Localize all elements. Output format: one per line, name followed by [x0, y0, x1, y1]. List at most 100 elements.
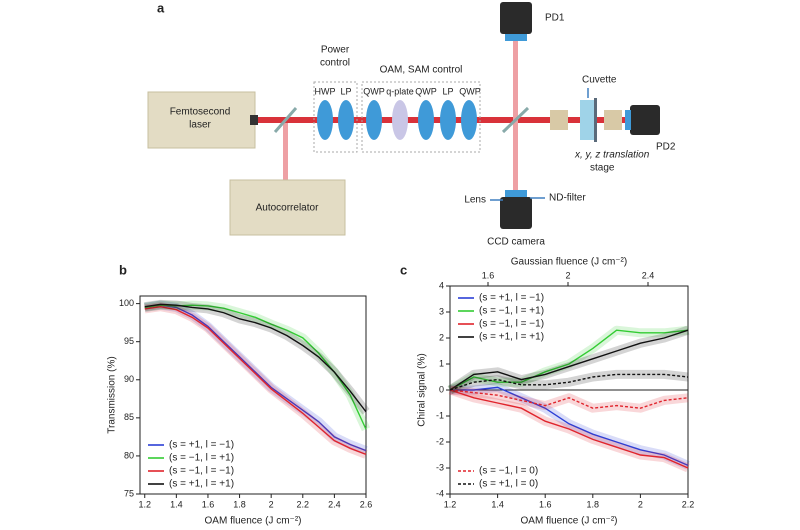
x-tick-label: 1.6	[539, 499, 552, 509]
series-line	[449, 389, 689, 469]
optic-label: HWP	[315, 86, 336, 96]
legend-label: (s = +1, l = +1)	[479, 332, 544, 343]
y-tick-label: 95	[124, 336, 134, 346]
series-line	[450, 386, 689, 467]
stage-label: x, y, z translation	[574, 150, 650, 161]
y-tick-label: 1	[439, 358, 444, 368]
x-tick-label: 1.4	[491, 499, 504, 509]
y-tick-label: 75	[124, 488, 134, 498]
stage-label: stage	[590, 163, 615, 174]
optic-label: QWP	[415, 86, 437, 96]
series-line	[144, 303, 367, 413]
x-tick-label: 1.8	[587, 499, 600, 509]
legend-label: (s = −1, l = −1)	[169, 466, 234, 477]
error-band	[144, 299, 370, 415]
y-tick-label: -2	[436, 436, 444, 446]
power-control-box	[313, 81, 358, 153]
series-line	[449, 373, 689, 391]
camera-label: CCD camera	[487, 237, 545, 248]
pd2-label: PD2	[656, 142, 676, 153]
legend-label: (s = −1, l = 0)	[479, 466, 538, 477]
laser-label: laser	[189, 120, 211, 131]
x-tick-label: 1.8	[233, 499, 246, 509]
pd1-label: PD1	[545, 13, 565, 24]
y-tick-label: 3	[439, 306, 444, 316]
y-tick-label: 85	[124, 412, 134, 422]
setup-diagram: a Femtosecond laser Autocorrelator Power…	[147, 0, 676, 248]
optic	[317, 100, 333, 140]
objective	[550, 110, 568, 130]
legend-label: (s = −1, l = +1)	[479, 306, 544, 317]
x-tick-label: 2.2	[682, 499, 695, 509]
optic	[440, 100, 456, 140]
plot-frame	[139, 295, 367, 495]
probe-beam	[513, 40, 518, 192]
panel-label: c	[400, 262, 407, 277]
autocorrelator-label: Autocorrelator	[256, 203, 319, 214]
x-tick-label: 1.4	[170, 499, 183, 509]
optic-label: LP	[442, 86, 453, 96]
beam-splitter	[501, 106, 530, 134]
legend-label: (s = +1, l = −1)	[479, 293, 544, 304]
y-tick-label: -1	[436, 410, 444, 420]
x-tick-label: 1.6	[202, 499, 215, 509]
oam-sam-box	[361, 81, 481, 153]
x-tick-label: 1.2	[138, 499, 151, 509]
optic	[366, 100, 382, 140]
beam-splitter	[273, 107, 298, 133]
detector-filter	[625, 110, 631, 130]
x2-tick-label: 2	[565, 270, 570, 280]
y-tick-label: 2	[439, 332, 444, 342]
optic	[418, 100, 434, 140]
optic	[392, 100, 408, 140]
x2-tick-label: 1.6	[482, 270, 495, 280]
x-axis-label: OAM fluence (J cm⁻²)	[521, 516, 618, 527]
series-line	[144, 305, 367, 456]
nd-filter-label: ND-filter	[549, 193, 586, 204]
optic-label: LP	[340, 86, 351, 96]
power-control-label: Power	[321, 45, 350, 56]
detector	[500, 2, 532, 34]
legend-label: (s = +1, l = 0)	[479, 479, 538, 490]
nd-filter	[505, 190, 527, 197]
x-tick-label: 2	[269, 499, 274, 509]
optic-label: QWP	[459, 86, 481, 96]
stage	[594, 98, 597, 142]
optic-label: QWP	[363, 86, 385, 96]
series-line	[449, 329, 689, 391]
y-axis-label: Chiral signal (%)	[417, 353, 428, 426]
y-tick-label: 80	[124, 450, 134, 460]
oam-sam-label: OAM, SAM control	[380, 65, 463, 76]
x-tick-label: 2.4	[328, 499, 341, 509]
x-tick-label: 2	[638, 499, 643, 509]
detector	[630, 105, 660, 135]
cuvette	[580, 100, 594, 140]
legend-label: (s = −1, l = +1)	[169, 453, 234, 464]
reference-beam	[283, 123, 288, 180]
legend-label: (s = −1, l = −1)	[479, 319, 544, 330]
y-tick-label: 4	[439, 280, 444, 290]
y-tick-label: 90	[124, 374, 134, 384]
objective	[604, 110, 622, 130]
panel-label: a	[157, 0, 165, 15]
detector-filter	[505, 34, 527, 41]
camera	[500, 197, 532, 229]
x2-tick-label: 2.4	[642, 270, 655, 280]
optic-label: q-plate	[386, 86, 414, 96]
y-tick-label: 100	[119, 298, 134, 308]
series-line	[449, 389, 689, 409]
x-tick-label: 2.6	[360, 499, 373, 509]
y-axis-label: Transmission (%)	[107, 356, 118, 433]
x-tick-label: 1.2	[444, 499, 457, 509]
series-line	[144, 304, 367, 452]
lens-label: Lens	[464, 195, 486, 206]
y-tick-label: 0	[439, 384, 444, 394]
legend-label: (s = +1, l = +1)	[169, 479, 234, 490]
x-tick-label: 2.2	[297, 499, 310, 509]
cuvette-label: Cuvette	[582, 75, 617, 86]
legend-label: (s = +1, l = −1)	[169, 440, 234, 451]
y-tick-label: -4	[436, 488, 444, 498]
x2-axis-label: Gaussian fluence (J cm⁻²)	[511, 257, 627, 268]
optic	[338, 100, 354, 140]
